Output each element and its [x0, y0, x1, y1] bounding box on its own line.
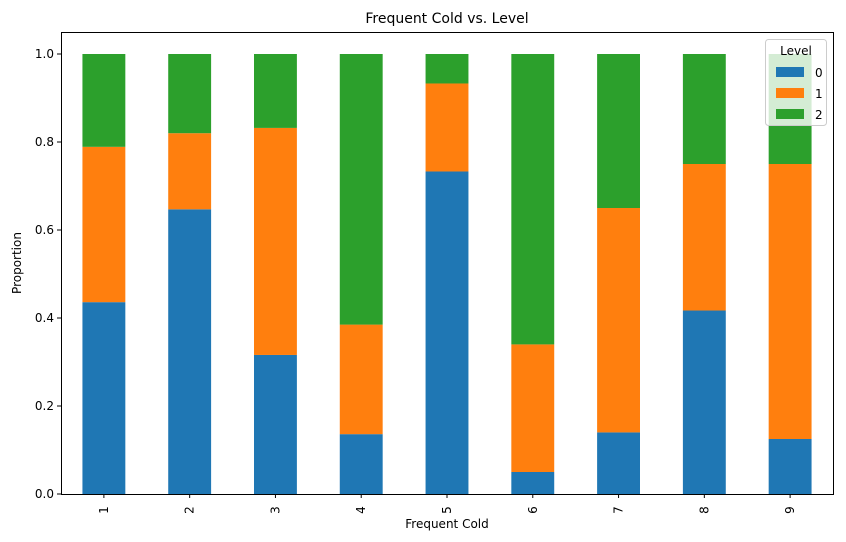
bar-cat-1-level-2 [82, 54, 126, 147]
y-tick-label: 0.6 [35, 223, 54, 237]
bar-cat-9-level-0 [768, 439, 812, 494]
bar-cat-1-level-1 [82, 146, 126, 303]
bar-cat-5-level-0 [425, 171, 469, 495]
bar-cat-6-level-2 [511, 54, 555, 345]
legend-label-1: 1 [815, 87, 823, 101]
x-tick-label: 2 [183, 506, 197, 514]
legend-swatch-0 [776, 67, 804, 77]
legend: Level 0 1 2 [765, 39, 827, 126]
bar-cat-2-level-0 [168, 209, 212, 494]
bar-cat-7-level-2 [597, 54, 640, 208]
bar-cat-7-level-1 [597, 208, 640, 433]
bar-cat-6-level-1 [511, 344, 555, 472]
bar-cat-5-level-1 [425, 83, 469, 172]
bar-cat-3-level-2 [254, 54, 297, 128]
bar-cat-4-level-0 [339, 434, 383, 494]
y-tick-label: 0.8 [35, 135, 54, 149]
legend-swatch-1 [776, 88, 804, 98]
bars-layer [82, 54, 812, 495]
x-tick-label: 6 [526, 506, 540, 514]
legend-label-0: 0 [815, 66, 823, 80]
x-tick-label: 4 [354, 506, 368, 514]
legend-box [765, 39, 827, 126]
x-tick-label: 7 [612, 506, 626, 514]
x-tick-label: 9 [783, 506, 797, 514]
bar-cat-8-level-2 [682, 54, 726, 164]
legend-swatch-2 [776, 109, 804, 119]
y-axis-label: Proportion [10, 232, 24, 294]
bar-cat-9-level-1 [768, 164, 812, 439]
y-tick-label: 0.2 [35, 399, 54, 413]
x-tick-label: 8 [697, 506, 711, 514]
bar-cat-8-level-1 [682, 164, 726, 311]
bar-cat-6-level-0 [511, 472, 555, 494]
legend-label-2: 2 [815, 108, 823, 122]
bar-cat-2-level-2 [168, 54, 212, 134]
x-tick-label: 5 [440, 506, 454, 514]
legend-title: Level [780, 44, 812, 58]
bar-cat-5-level-2 [425, 54, 469, 84]
bar-cat-3-level-0 [254, 354, 297, 494]
bar-cat-4-level-2 [339, 54, 383, 325]
y-axis-ticks: 0.0 0.2 0.4 0.6 0.8 1.0 [35, 47, 61, 501]
bar-cat-7-level-0 [597, 432, 640, 494]
bar-cat-2-level-1 [168, 133, 212, 210]
bar-cat-3-level-1 [254, 127, 297, 355]
bar-cat-4-level-1 [339, 324, 383, 435]
x-tick-label: 3 [268, 506, 282, 514]
bar-cat-1-level-0 [82, 302, 126, 494]
bar-cat-8-level-0 [682, 310, 726, 494]
y-tick-label: 0.4 [35, 311, 54, 325]
chart-title: Frequent Cold vs. Level [365, 11, 528, 27]
x-tick-label: 1 [97, 506, 111, 514]
y-tick-label: 1.0 [35, 47, 54, 61]
y-tick-label: 0.0 [35, 487, 54, 501]
x-axis-ticks: 1 2 3 4 5 6 7 8 9 [97, 494, 797, 514]
x-axis-label: Frequent Cold [405, 517, 488, 531]
